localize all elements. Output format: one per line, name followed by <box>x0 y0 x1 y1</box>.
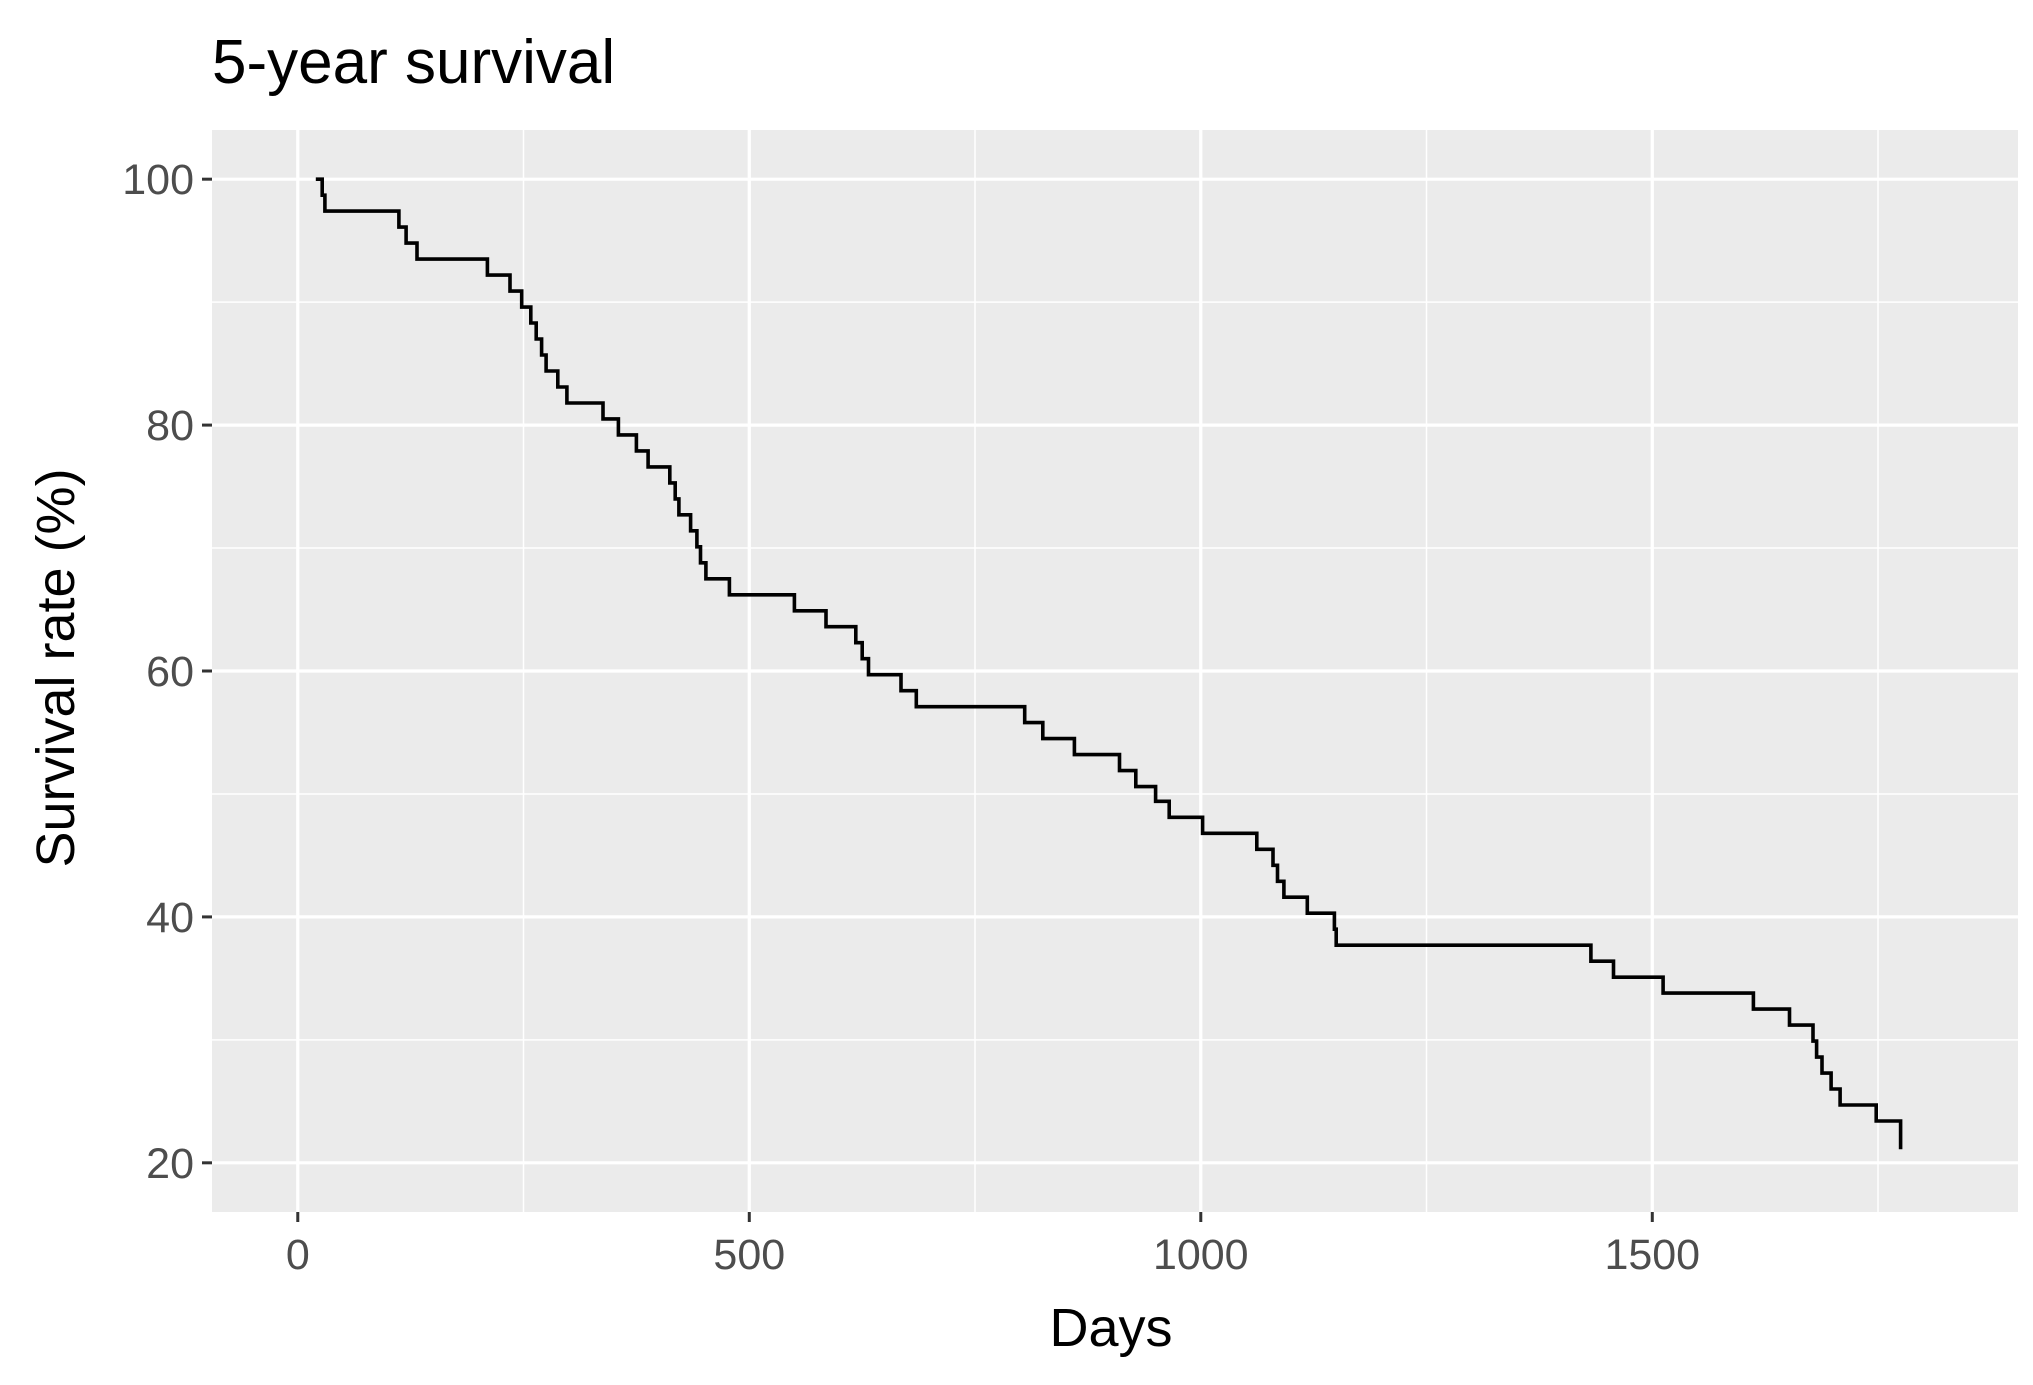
x-tick-label: 500 <box>713 1231 785 1279</box>
chart-title: 5-year survival <box>212 28 615 97</box>
survival-curve <box>315 177 1903 1150</box>
y-tick-label: 20 <box>146 1140 194 1188</box>
x-axis-label: Days <box>1049 1298 1172 1358</box>
grid-lines <box>212 130 2018 1212</box>
series-layer <box>315 177 1903 1150</box>
x-tick-label: 1000 <box>1153 1231 1249 1279</box>
x-tick-label: 0 <box>286 1231 310 1279</box>
y-tick-label: 100 <box>122 156 194 204</box>
y-tick-label: 40 <box>146 894 194 942</box>
axes: 0 500 1000 1500 20 40 60 80 100 <box>122 156 1700 1279</box>
y-tick-label: 80 <box>146 402 194 450</box>
y-tick-label: 60 <box>146 648 194 696</box>
y-axis-label: Survival rate (%) <box>26 468 86 867</box>
x-tick-label: 1500 <box>1604 1231 1700 1279</box>
